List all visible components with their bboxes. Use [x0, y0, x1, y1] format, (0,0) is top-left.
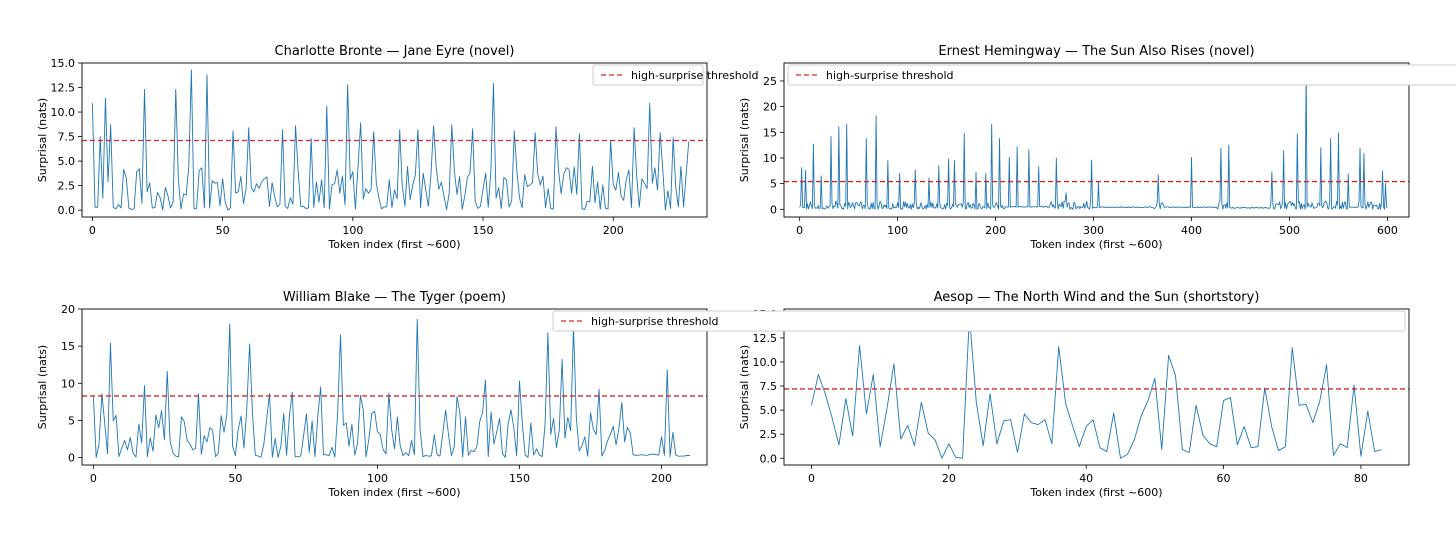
- x-tick-label: 80: [1354, 472, 1368, 485]
- surprisal-series-line: [811, 315, 1382, 459]
- y-tick-label: 12.5: [51, 82, 76, 95]
- chart-title: Aesop — The North Wind and the Sun (shor…: [934, 290, 1260, 305]
- plot-frame: [81, 308, 708, 466]
- plot-frame: [783, 62, 1410, 218]
- x-tick-label: 500: [1279, 224, 1300, 237]
- x-tick-label: 50: [228, 472, 242, 485]
- x-tick-label: 400: [1181, 224, 1202, 237]
- y-tick-label: 20: [763, 101, 777, 114]
- chart-title: Ernest Hemingway — The Sun Also Rises (n…: [938, 44, 1254, 59]
- y-tick-label: 15.0: [51, 57, 76, 70]
- y-tick-label: 5: [770, 178, 777, 191]
- x-axis-label: Token index (first ~600): [1029, 238, 1162, 251]
- x-tick-label: 100: [342, 224, 363, 237]
- x-tick-label: 40: [1079, 472, 1093, 485]
- x-axis-label: Token index (first ~600): [1029, 486, 1162, 499]
- panel-sun-also-rises: Ernest Hemingway — The Sun Also Rises (n…: [738, 44, 1456, 251]
- y-tick-label: 20: [61, 303, 75, 316]
- y-tick-label: 7.5: [760, 380, 778, 393]
- y-tick-label: 12.5: [753, 332, 778, 345]
- x-tick-label: 0: [808, 472, 815, 485]
- y-axis-label: Surprisal (nats): [738, 345, 751, 429]
- y-tick-label: 2.5: [760, 428, 778, 441]
- y-tick-label: 25: [763, 75, 777, 88]
- y-tick-label: 10: [61, 377, 75, 390]
- x-axis-label: Token index (first ~600): [327, 486, 460, 499]
- x-tick-label: 100: [887, 224, 908, 237]
- x-tick-label: 200: [603, 224, 624, 237]
- y-axis-label: Surprisal (nats): [36, 98, 49, 182]
- x-axis-label: Token index (first ~600): [327, 238, 460, 251]
- x-tick-label: 150: [509, 472, 530, 485]
- y-axis-label: Surprisal (nats): [36, 345, 49, 429]
- y-tick-label: 15: [763, 126, 777, 139]
- x-tick-label: 0: [89, 224, 96, 237]
- surprisal-series-line: [799, 68, 1388, 210]
- legend-label: high-surprise threshold: [826, 69, 954, 82]
- y-tick-label: 5.0: [58, 155, 76, 168]
- legend-label: high-surprise threshold: [631, 69, 759, 82]
- y-tick-label: 7.5: [58, 131, 76, 144]
- x-tick-label: 0: [90, 472, 97, 485]
- y-tick-label: 2.5: [58, 180, 76, 193]
- panel-north-wind: Aesop — The North Wind and the Sun (shor…: [552, 290, 1410, 499]
- panel-jane-eyre: Charlotte Bronte — Jane Eyre (novel) 0 50 1…: [36, 44, 759, 251]
- y-tick-label: 15: [61, 340, 75, 353]
- x-tick-label: 20: [942, 472, 956, 485]
- x-tick-label: 300: [1083, 224, 1104, 237]
- x-tick-label: 150: [473, 224, 494, 237]
- x-tick-label: 200: [651, 472, 672, 485]
- legend-box: [787, 64, 1456, 86]
- chart-title: Charlotte Bronte — Jane Eyre (novel): [275, 44, 515, 59]
- y-tick-label: 5.0: [760, 404, 778, 417]
- x-tick-label: 60: [1217, 472, 1231, 485]
- y-tick-label: 10.0: [51, 106, 76, 119]
- legend-label: high-surprise threshold: [591, 315, 719, 328]
- y-tick-label: 10.0: [753, 356, 778, 369]
- y-tick-label: 0: [770, 203, 777, 216]
- plot-frame: [81, 62, 708, 218]
- surprisal-series-line: [92, 318, 690, 458]
- legend-box: [592, 64, 704, 86]
- chart-title: William Blake — The Tyger (poem): [283, 290, 506, 305]
- y-tick-label: 0.0: [760, 452, 778, 465]
- y-tick-label: 0: [68, 452, 75, 465]
- x-tick-label: 200: [985, 224, 1006, 237]
- x-tick-label: 100: [367, 472, 388, 485]
- x-tick-label: 50: [216, 224, 230, 237]
- y-tick-label: 0.0: [58, 204, 76, 217]
- x-tick-label: 600: [1377, 224, 1398, 237]
- y-tick-label: 5: [68, 414, 75, 427]
- y-axis-label: Surprisal (nats): [738, 98, 751, 182]
- x-tick-label: 0: [796, 224, 803, 237]
- surprisal-series-line: [91, 69, 690, 211]
- y-tick-label: 10: [763, 152, 777, 165]
- plot-frame: [783, 308, 1410, 466]
- legend-box: [552, 310, 1406, 332]
